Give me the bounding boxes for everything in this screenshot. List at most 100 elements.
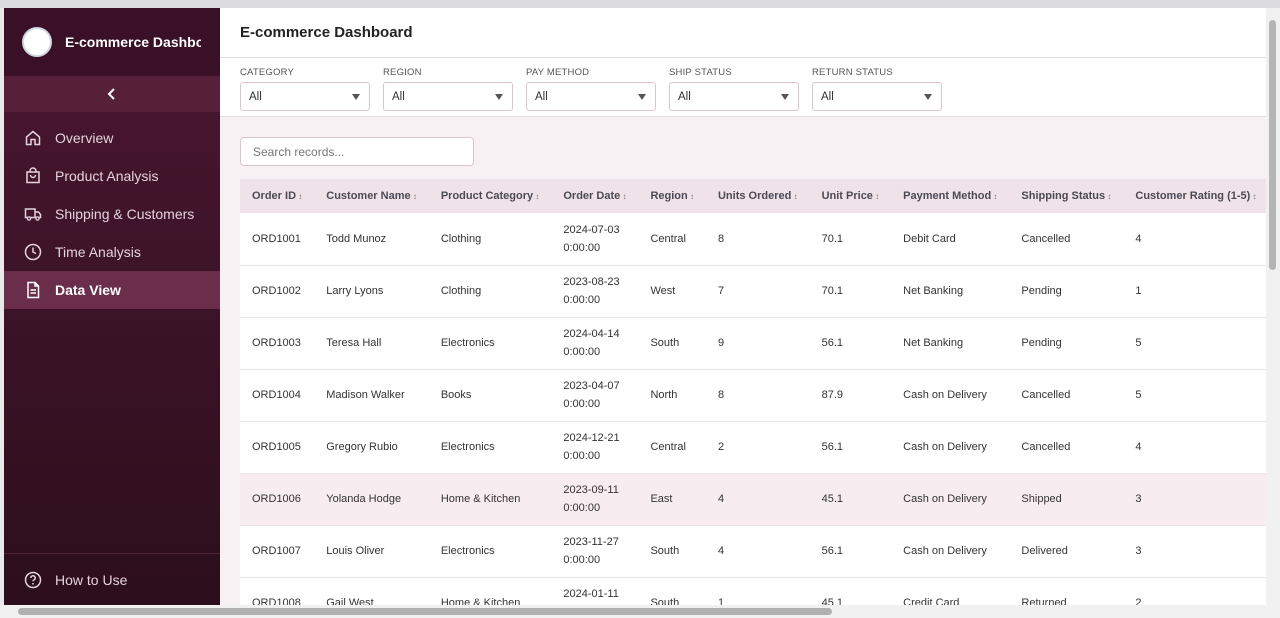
column-header[interactable]: Order Date [551,179,639,213]
table-cell: 5 [1123,317,1266,370]
nav-icon [24,243,42,261]
table-cell: Cash on Delivery [891,525,1010,578]
table-cell: 3 [1123,525,1266,578]
column-header[interactable]: Payment Method [891,179,1010,213]
nav-icon [25,130,41,146]
collapse-button[interactable] [4,76,220,112]
table-cell: Home & Kitchen [428,577,552,605]
filter-select[interactable]: All [812,82,942,111]
nav-item[interactable]: Overview [4,119,220,157]
table-cell: Electronics [428,525,552,578]
table-cell: Electronics [428,421,552,474]
table-row[interactable]: ORD1003 Teresa Hall Electronics 2024-04-14 … [240,317,1266,370]
filter-bar: CATEGORY All REGION All PAY METHOD All SHIP ST… [220,58,1266,117]
table-cell: Cash on Delivery [891,421,1010,474]
column-header[interactable]: Order ID [240,179,315,213]
table-cell: 56.1 [809,421,892,474]
table-row[interactable]: ORD1002 Larry Lyons Clothing 2023-08-23 0:0… [240,265,1266,318]
filter: RETURN STATUS All [812,67,942,111]
table-cell: South [638,577,706,605]
nav-icon [26,167,40,184]
data-table: Order IDCustomer NameProduct CategoryOrd… [240,179,1266,605]
scroll-thumb[interactable] [1269,20,1276,270]
page-title: E-commerce Dashboard [240,24,413,41]
table-cell: ORD1006 [240,473,315,526]
header: E-commerce Dashboard [220,8,1266,58]
column-header[interactable]: Units Ordered [705,179,810,213]
table-row[interactable]: ORD1001 Todd Munoz Clothing 2024-07-03 0:00… [240,213,1266,266]
filter-label: RETURN STATUS [812,67,893,78]
column-header[interactable]: Product Category [428,179,552,213]
nav-label: Data View [55,282,121,298]
header-row: Order IDCustomer NameProduct CategoryOrd… [240,179,1266,213]
table-cell: 9 [705,317,810,370]
filter-select[interactable]: All [669,82,799,111]
table-cell: 4 [1123,421,1266,474]
logo [22,27,52,57]
table-cell: South [638,317,706,370]
nav-item[interactable]: Time Analysis [4,233,220,271]
nav-label: Overview [55,130,114,146]
column-header[interactable]: Customer Rating (1-5) [1123,179,1266,213]
table-cell: Net Banking [891,265,1010,318]
help-link[interactable]: How to Use [4,561,220,599]
scroll-thumb[interactable] [18,608,832,615]
table-cell: 4 [705,473,810,526]
table-cell: Cancelled [1009,421,1124,474]
table-cell: 2023-11-27 0:00:00 [551,525,639,578]
table-cell: Madison Walker [314,369,429,422]
filter: PAY METHOD All [526,67,656,111]
horizontal-scrollbar[interactable] [0,605,1280,618]
table-row[interactable]: ORD1008 Gail West Home & Kitchen 2024-01-11… [240,577,1266,605]
filter-label: PAY METHOD [526,67,590,78]
nav-item[interactable]: Product Analysis [4,157,220,195]
table-cell: Gregory Rubio [314,421,429,474]
table-cell: South [638,525,706,578]
vertical-scrollbar[interactable] [1266,8,1280,605]
filter-select[interactable]: All [526,82,656,111]
table-cell: 87.9 [809,369,892,422]
table-cell: 1 [705,577,810,605]
filter-label: REGION [383,67,422,78]
table-cell: 2024-12-21 0:00:00 [551,421,639,474]
table-cell: Gail West [314,577,429,605]
search-input[interactable]: Search records... [240,137,474,166]
table-cell: 2 [705,421,810,474]
table-cell: 45.1 [809,473,892,526]
table-cell: Clothing [428,265,552,318]
nav-item[interactable]: Data View [4,271,220,309]
table-cell: 2 [1123,577,1266,605]
table-cell: Louis Oliver [314,525,429,578]
table-cell: ORD1007 [240,525,315,578]
table-cell: Teresa Hall [314,317,429,370]
filter-select[interactable]: All [383,82,513,111]
sidebar: E-commerce Dashboard Overview Product Ana… [4,8,220,605]
help-text: How to Use [55,572,128,588]
table-cell: Clothing [428,213,552,266]
nav-label: Time Analysis [55,244,141,260]
nav-item[interactable]: Shipping & Customers [4,195,220,233]
nav-icon [24,208,42,221]
table-cell: 1 [1123,265,1266,318]
main-content: E-commerce Dashboard CATEGORY All REGION Al… [220,8,1266,605]
column-header[interactable]: Shipping Status [1009,179,1124,213]
table-cell: Yolanda Hodge [314,473,429,526]
table-row[interactable]: ORD1006 Yolanda Hodge Home & Kitchen 2023-0… [240,473,1266,526]
table-cell: Cancelled [1009,369,1124,422]
table-cell: North [638,369,706,422]
column-header[interactable]: Unit Price [809,179,892,213]
table-row[interactable]: ORD1005 Gregory Rubio Electronics 2024-12-2… [240,421,1266,474]
table-cell: Returned [1009,577,1124,605]
filter: SHIP STATUS All [669,67,799,111]
table-row[interactable]: ORD1007 Louis Oliver Electronics 2023-11-27… [240,525,1266,578]
column-header[interactable]: Customer Name [314,179,429,213]
table-cell: Central [638,213,706,266]
nav-label: Shipping & Customers [55,206,195,222]
column-header[interactable]: Region [638,179,706,213]
filter-select[interactable]: All [240,82,370,111]
table-cell: 4 [705,525,810,578]
table-row[interactable]: ORD1004 Madison Walker Books 2023-04-07 0:0… [240,369,1266,422]
